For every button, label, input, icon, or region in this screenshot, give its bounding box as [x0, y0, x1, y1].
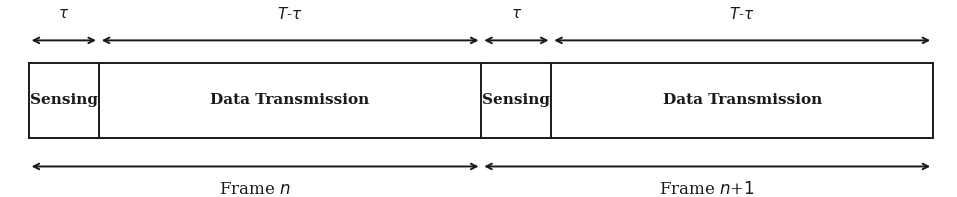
- Text: Data Transmission: Data Transmission: [211, 93, 369, 108]
- Text: $\tau$: $\tau$: [58, 7, 70, 21]
- Text: Sensing: Sensing: [30, 93, 98, 108]
- Text: $T$-$\tau$: $T$-$\tau$: [278, 6, 303, 22]
- Bar: [29, 63, 933, 138]
- Text: Frame $n$: Frame $n$: [219, 181, 291, 197]
- Text: Sensing: Sensing: [482, 93, 550, 108]
- Text: Data Transmission: Data Transmission: [662, 93, 822, 108]
- Text: $\tau$: $\tau$: [511, 7, 522, 21]
- Text: $T$-$\tau$: $T$-$\tau$: [729, 6, 755, 22]
- Text: Frame $n$+$1$: Frame $n$+$1$: [659, 181, 755, 197]
